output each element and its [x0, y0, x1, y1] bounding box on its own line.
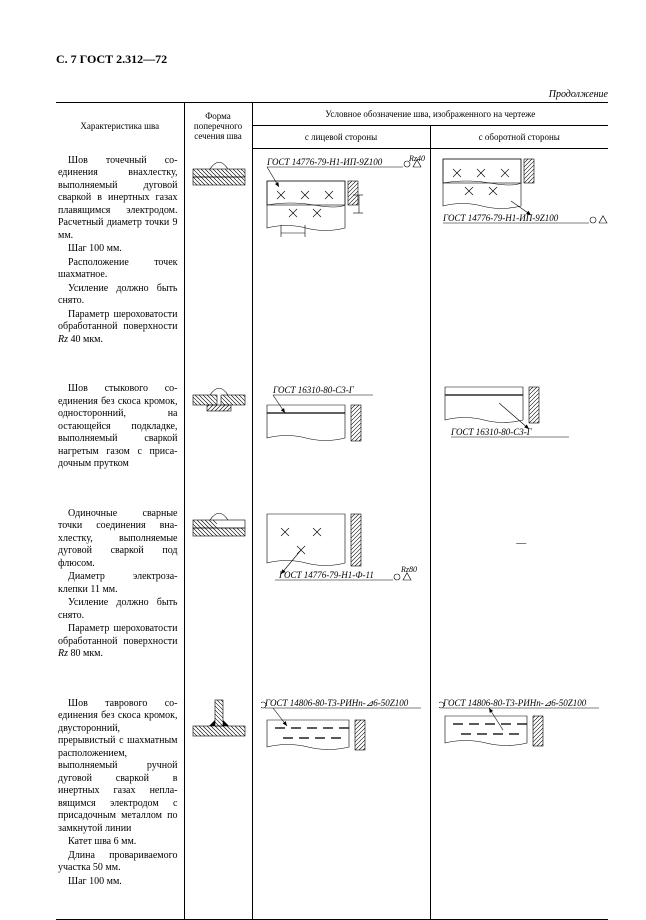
- cell-characteristic: Одиночные сварные точки соединения вна­х…: [56, 502, 184, 692]
- cell-back: ГОСТ 16310-80-С3-Г: [430, 377, 608, 502]
- char-paragraph: Одиночные сварные точки соединения вна­х…: [58, 508, 178, 571]
- cell-form: [184, 377, 252, 502]
- page: С. 7 ГОСТ 2.312—72 Продолжение Характери…: [0, 0, 646, 913]
- char-paragraph: Шов точечный со­единения внахлестку, вып…: [58, 155, 178, 243]
- th-back: с оборотной стороны: [430, 126, 608, 149]
- cell-characteristic: Шов точечный со­единения внахлестку, вып…: [56, 149, 184, 378]
- cell-back: ГОСТ 14806-80-Т3-РИНп-⊿6-50Z100: [430, 692, 608, 920]
- th-char: Характеристика шва: [56, 103, 184, 149]
- table-row: Шов точечный со­единения внахлестку, вып…: [56, 149, 608, 378]
- weld-table: Характеристика шва Форма поперечного сеч…: [56, 102, 608, 920]
- svg-text:ГОСТ 14776-79-Н1-ИП-9Z100: ГОСТ 14776-79-Н1-ИП-9Z100: [442, 213, 559, 223]
- cell-back: —: [430, 502, 608, 692]
- cell-form: [184, 149, 252, 378]
- table-row: Шов таврового со­единения без скоса кро­…: [56, 692, 608, 920]
- char-paragraph: Шаг 100 мм.: [58, 243, 178, 256]
- cell-front: ГОСТ 16310-80-С3-Г: [252, 377, 430, 502]
- char-paragraph: Длина проваривае­мого участка 50 мм.: [58, 850, 178, 875]
- char-paragraph: Расположение точек шахматное.: [58, 257, 178, 282]
- char-paragraph: Шов стыкового со­единения без скоса кро­…: [58, 383, 178, 471]
- char-paragraph: Катет шва 6 мм.: [58, 836, 178, 849]
- cell-form: [184, 692, 252, 920]
- svg-text:Rz40: Rz40: [408, 155, 425, 163]
- svg-text:Rz80: Rz80: [400, 565, 417, 574]
- char-paragraph: Шаг 100 мм.: [58, 876, 178, 889]
- svg-text:ГОСТ 14776-79-Н1-ИП-9Z100: ГОСТ 14776-79-Н1-ИП-9Z100: [266, 157, 383, 167]
- continuation-label: Продолжение: [56, 89, 608, 100]
- svg-text:ГОСТ 14776-79-Н1-Ф-11: ГОСТ 14776-79-Н1-Ф-11: [278, 570, 374, 580]
- svg-text:ГОСТ 14806-80-Т3-РИНп-⊿6-50Z10: ГОСТ 14806-80-Т3-РИНп-⊿6-50Z100: [264, 698, 409, 708]
- dash-placeholder: —: [439, 508, 605, 549]
- th-front: с лицевой стороны: [252, 126, 430, 149]
- th-notation: Условное обозначение шва, изображенного …: [252, 103, 608, 126]
- char-paragraph: Параметр шерохова­тости обработанной по­…: [58, 623, 178, 661]
- svg-text:ГОСТ 16310-80-С3-Г: ГОСТ 16310-80-С3-Г: [272, 385, 355, 395]
- char-paragraph: Параметр шерохова­тости обработанной по­…: [58, 309, 178, 347]
- cell-front: ГОСТ 14776-79-Н1-ИП-9Z100 Rz40: [252, 149, 430, 378]
- cell-characteristic: Шов стыкового со­единения без скоса кро­…: [56, 377, 184, 502]
- char-paragraph: Усиление должно быть снято.: [58, 283, 178, 308]
- svg-text:ГОСТ 14806-80-Т3-РИНп-⊿6-50Z10: ГОСТ 14806-80-Т3-РИНп-⊿6-50Z100: [442, 698, 587, 708]
- cell-back: ГОСТ 14776-79-Н1-ИП-9Z100: [430, 149, 608, 378]
- cell-characteristic: Шов таврового со­единения без скоса кро­…: [56, 692, 184, 920]
- svg-text:ГОСТ 16310-80-С3-Г: ГОСТ 16310-80-С3-Г: [450, 427, 533, 437]
- table-row: Одиночные сварные точки соединения вна­х…: [56, 502, 608, 692]
- th-form: Форма поперечного сечения шва: [184, 103, 252, 149]
- cell-form: [184, 502, 252, 692]
- table-row: Шов стыкового со­единения без скоса кро­…: [56, 377, 608, 502]
- cell-front: ГОСТ 14806-80-Т3-РИНп-⊿6-50Z100: [252, 692, 430, 920]
- page-heading: С. 7 ГОСТ 2.312—72: [56, 52, 608, 67]
- char-paragraph: Диаметр электроза­клепки 11 мм.: [58, 571, 178, 596]
- char-paragraph: Шов таврового со­единения без скоса кро­…: [58, 698, 178, 836]
- cell-front: ГОСТ 14776-79-Н1-Ф-11 Rz80: [252, 502, 430, 692]
- char-paragraph: Усиление должно быть снято.: [58, 597, 178, 622]
